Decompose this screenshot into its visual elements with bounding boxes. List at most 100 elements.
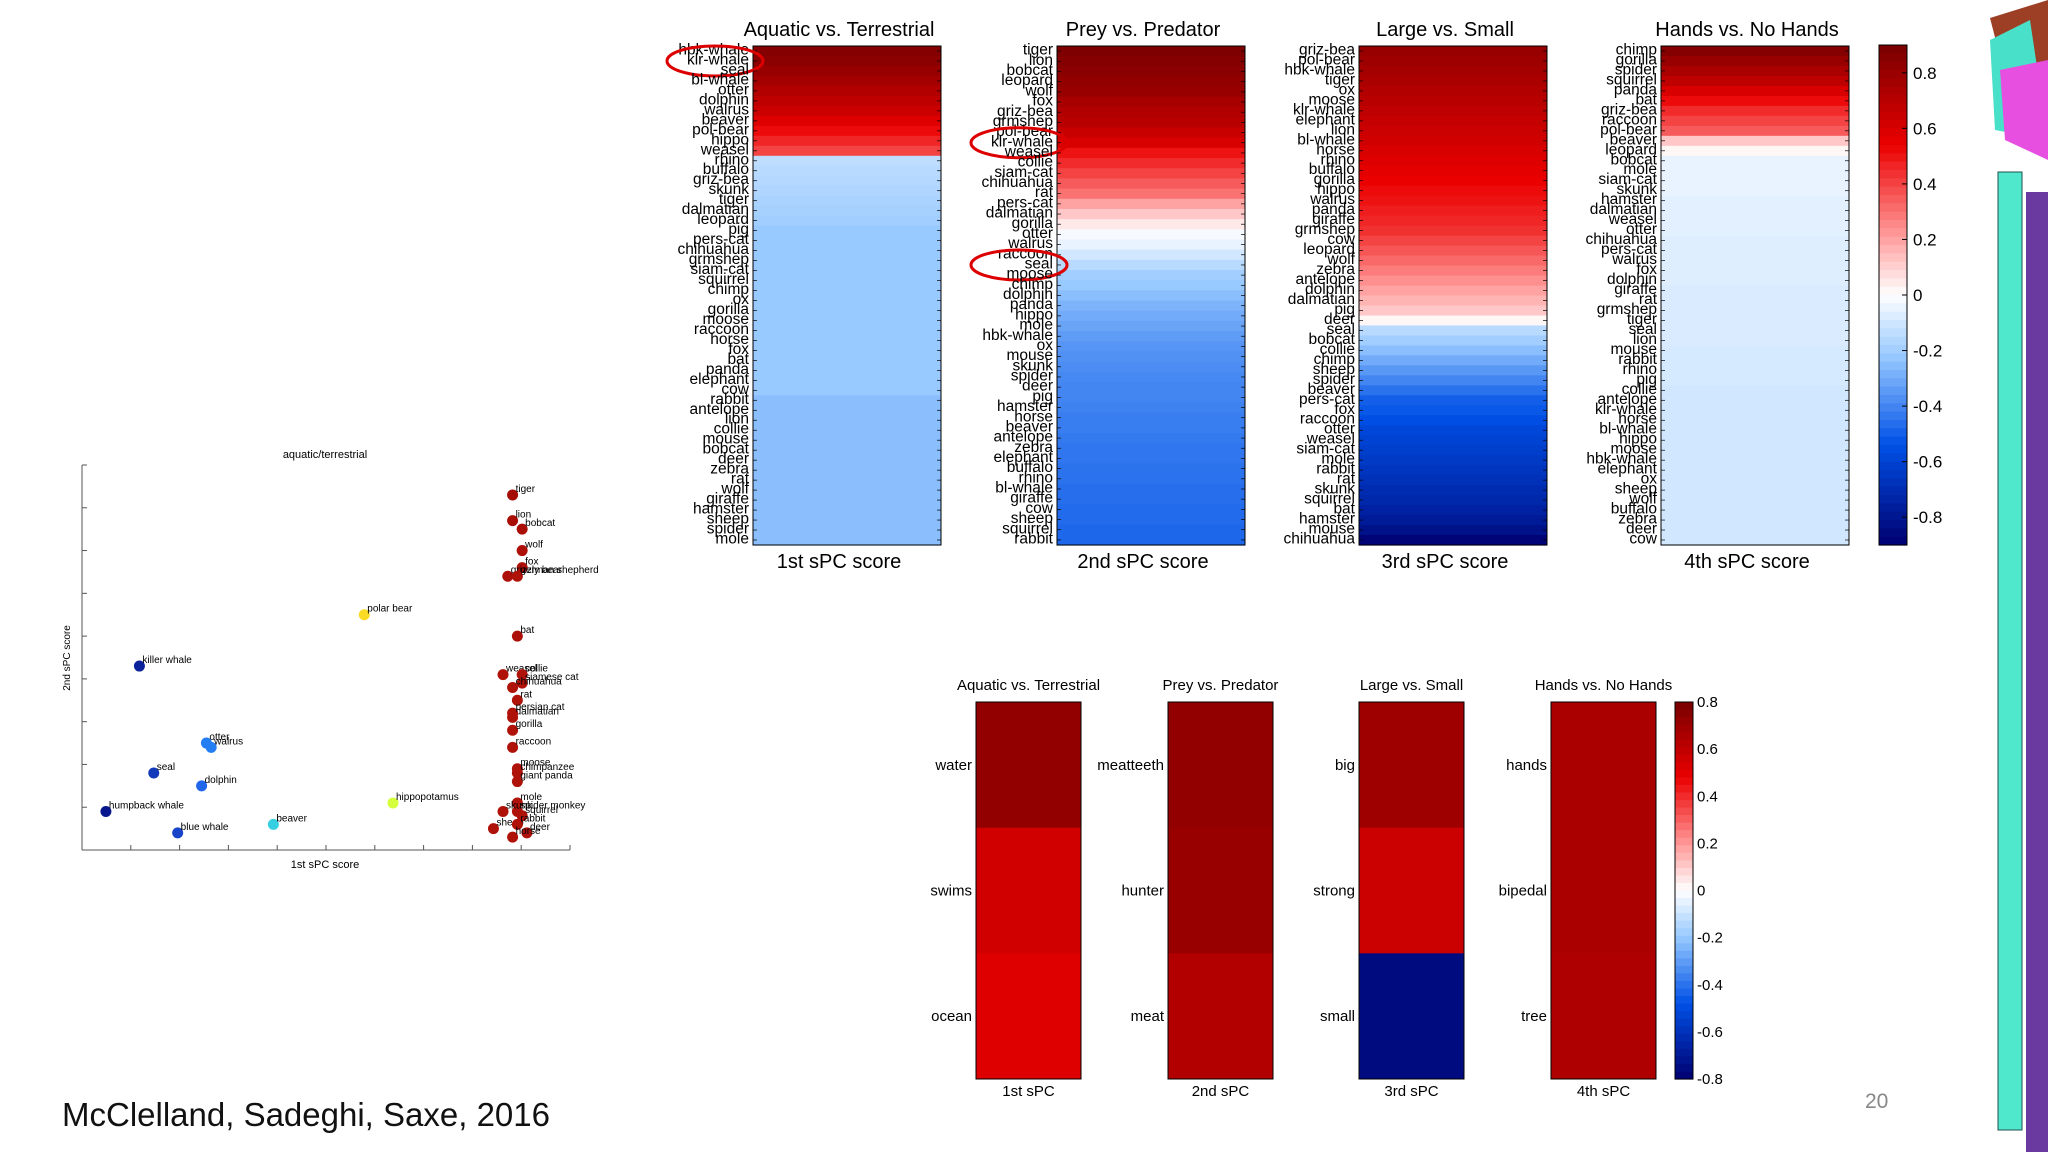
heatmap-row-label: zebra [710,461,749,478]
heatmap-title: Large vs. Small [1376,19,1514,41]
scatter-point [516,669,528,681]
scatter-point-label: polar bear [367,604,413,615]
heatmap-cell [1359,225,1547,237]
heatmap-cell [1359,185,1547,197]
scatter-point-label: hippopotamus [396,792,459,803]
heatmap-cell [1057,524,1245,536]
heatmap-row-label: tiger [1325,71,1355,88]
heatmap-cell [1359,175,1547,187]
heatmap-cell [1057,188,1245,200]
colorbar-tick-label: -0.2 [1913,342,1942,361]
heatmap-cell [753,325,941,337]
heatmap-row-label: antelope [1598,391,1657,408]
heatmap-row-label: spider [1313,371,1355,388]
heatmap-cell [1661,235,1849,247]
heatmap-row-label: pig [728,221,749,238]
colorbar-segment [1675,988,1693,997]
heatmap-row-label: dolphin [1607,271,1657,288]
heatmap-cell [1661,55,1849,67]
heatmap-cell [1057,432,1245,444]
heatmap-cell [1661,485,1849,496]
heatmap-cell [1359,55,1547,67]
colorbar-tick-label: 0.8 [1913,64,1937,83]
word-heatmap-title: Hands vs. No Hands [1535,677,1673,694]
heatmap-cell [1661,245,1849,257]
heatmap-cell [1661,505,1849,516]
colorbar-segment [1879,120,1907,129]
heatmap-row-label: antelope [1296,271,1355,288]
scatter-point [507,724,519,736]
colorbar-segment [1879,478,1907,488]
heatmap-row-label: rhino [1019,469,1053,486]
heatmap-cell [753,435,941,446]
heatmap-cell [1661,46,1849,57]
heatmap-row-label: horse [1014,408,1053,425]
colorbar-segment [1675,792,1693,801]
colorbar-segment [1879,270,1907,279]
colorbar-segment [1675,800,1693,809]
heatmap-row-label: gorilla [708,301,750,318]
heatmap-cell [1057,249,1245,261]
heatmap-row-label: mole [1019,317,1053,334]
scatter-point-label: wolf [524,540,543,551]
heatmap-cell [1359,405,1547,416]
heatmap-row-label: chimp [1616,41,1657,58]
heatmap-row-label: skunk [1315,481,1356,498]
heatmap-row-label: bobcat [1308,331,1355,348]
heatmap-row-label: grmshep [993,113,1053,130]
heatmap-cell [1359,295,1547,307]
heatmap-cell [753,125,941,137]
heatmap-row-label: lion [1331,121,1355,138]
heatmap-row-label: buffalo [1309,161,1355,178]
heatmap-row-label: pol-bear [1600,121,1657,138]
scatter-point-label: horse [516,826,541,837]
heatmap-cell [1057,351,1245,363]
heatmap-cell [1661,255,1849,267]
heatmap-2: Prey vs. Predatortigerlionbobcatleopardw… [969,19,1246,573]
heatmap-row-label: hippo [1015,306,1053,323]
word-heatmap-frame [975,701,1082,1080]
heatmap-cell [1661,195,1849,207]
heatmap-cell [1359,145,1547,157]
colorbar-segment [1675,837,1693,846]
highlight-circle [969,126,1069,160]
colorbar-tick-label: -0.2 [1697,930,1723,947]
colorbar-segment [1879,161,1907,171]
citation: McClelland, Sadeghi, Saxe, 2016 [62,1096,550,1133]
heatmap-cell [1359,105,1547,117]
colorbar-bottom: 0.8 0.6 0.4 0.2 0 -0.2 -0.4 -0.6 -0.8 [1674,694,1723,1088]
heatmap-row-label: bat [727,351,749,368]
heatmap-row-label: pig [1636,371,1657,388]
heatmap-row-label: tiger [719,191,749,208]
colorbar-segment [1675,830,1693,839]
heatmap-row-label: skunk [709,181,750,198]
heatmap-row-label: dalmatian [1590,201,1657,218]
heatmap-row-label: seal [721,61,749,78]
colorbar-segment [1675,815,1693,824]
scatter-point-label: deer [530,822,551,833]
colorbar-segment [1879,86,1907,96]
heatmap-row-label: spider [1011,368,1053,385]
colorbar-segment [1675,928,1693,937]
heatmap-row-label: weasel [1306,431,1355,448]
scatter-point-label: fox [525,557,538,568]
heatmap-row-label: rhino [1321,151,1355,168]
scatter-point-label: skunk [506,801,533,812]
heatmap-row-label: seal [1629,321,1657,338]
colorbar-tick-label: -0.4 [1697,977,1723,994]
heatmap-row-label: elephant [994,449,1054,466]
heatmap-cell [753,185,941,197]
colorbar-tick-label: 0.6 [1697,741,1718,758]
scatter-point [511,694,523,706]
heatmap-row-label: lion [1029,52,1053,69]
scatter-point [507,489,519,501]
colorbar-segment [1675,769,1693,778]
word-heatmap-row-label: big [1335,757,1355,774]
heatmap-cell [1057,280,1245,292]
colorbar-segment [1675,920,1693,929]
heatmap-cell [1057,361,1245,373]
heatmap-cell [1057,443,1245,454]
heatmap-cell [1661,535,1849,546]
heatmap-cell [753,155,941,167]
heatmap-cell [1661,95,1849,107]
